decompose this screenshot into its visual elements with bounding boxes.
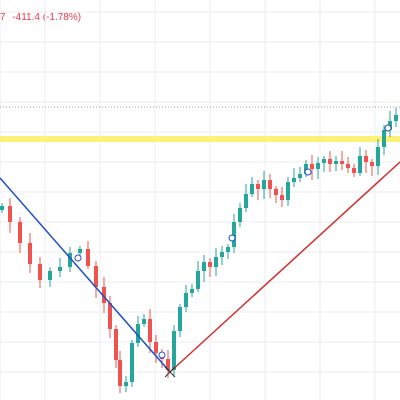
candle-body [190,289,194,293]
candle-body [172,331,176,370]
candle-body [8,206,12,222]
candle-body [268,180,272,189]
candle-body [244,194,248,208]
candle-body [340,161,344,164]
candle-body [274,189,278,195]
candle-body [310,164,314,169]
downtrend-line[interactable] [0,177,171,373]
candle-body [352,168,356,173]
price-change-header: 7 -411.4 (-1.78%) [0,12,81,24]
candle-body [114,329,118,360]
candle-body [208,262,212,267]
candle-body [280,195,284,200]
candle-body [232,222,236,247]
horizontal-level-line[interactable] [0,136,400,142]
candle-body [130,343,134,382]
marker-circle [384,124,392,132]
candle-body [226,247,230,252]
candle-body [48,271,52,280]
marker-circle [158,351,166,359]
candle-body [382,130,386,147]
marker-circle [228,234,236,242]
candle-body [118,360,122,386]
candle-body [178,307,182,331]
candle-body [18,222,22,243]
candle-body [94,266,98,287]
marker-circle [304,168,312,176]
last-price-fragment: 7 [0,12,6,23]
candle-body [238,208,242,222]
candle-body [68,253,72,267]
candle-body [322,159,326,163]
candle-body [142,319,146,324]
candle-body [166,359,170,370]
candle-body [124,382,128,386]
candle-body [86,249,90,266]
candle-body [298,174,302,178]
candle-body [316,163,320,169]
candle-body [364,156,368,162]
candle-body [394,115,398,121]
candle-body [262,180,266,189]
candle-body [148,319,152,342]
candle-body [256,184,260,189]
candle-body [286,182,290,200]
candle-body [376,147,380,166]
trendline-anchor-handle[interactable] [164,366,176,378]
candle-body [0,206,4,210]
price-change-text: -411.4 (-1.78%) [12,12,82,23]
uptrend-line[interactable] [169,161,400,373]
candle-body [196,271,200,289]
candle-body [214,257,218,267]
candle-body [334,161,338,164]
candle-body [154,342,158,353]
candle-body [292,178,296,182]
candle-body [58,267,62,271]
candle-body [102,287,106,303]
candle-body [28,243,32,264]
candle-body [136,324,140,343]
candle-body [358,156,362,173]
candle-body [328,159,332,164]
candle-body [184,293,188,307]
candle-body [202,262,206,271]
candle-body [370,162,374,166]
candle-body [78,249,82,253]
candle-body [108,303,112,329]
marker-circle [74,254,82,262]
candle-body [220,252,224,257]
candle-body [304,164,308,174]
candle-body [346,164,350,168]
candle-body [250,184,254,194]
candle-body [38,264,42,280]
